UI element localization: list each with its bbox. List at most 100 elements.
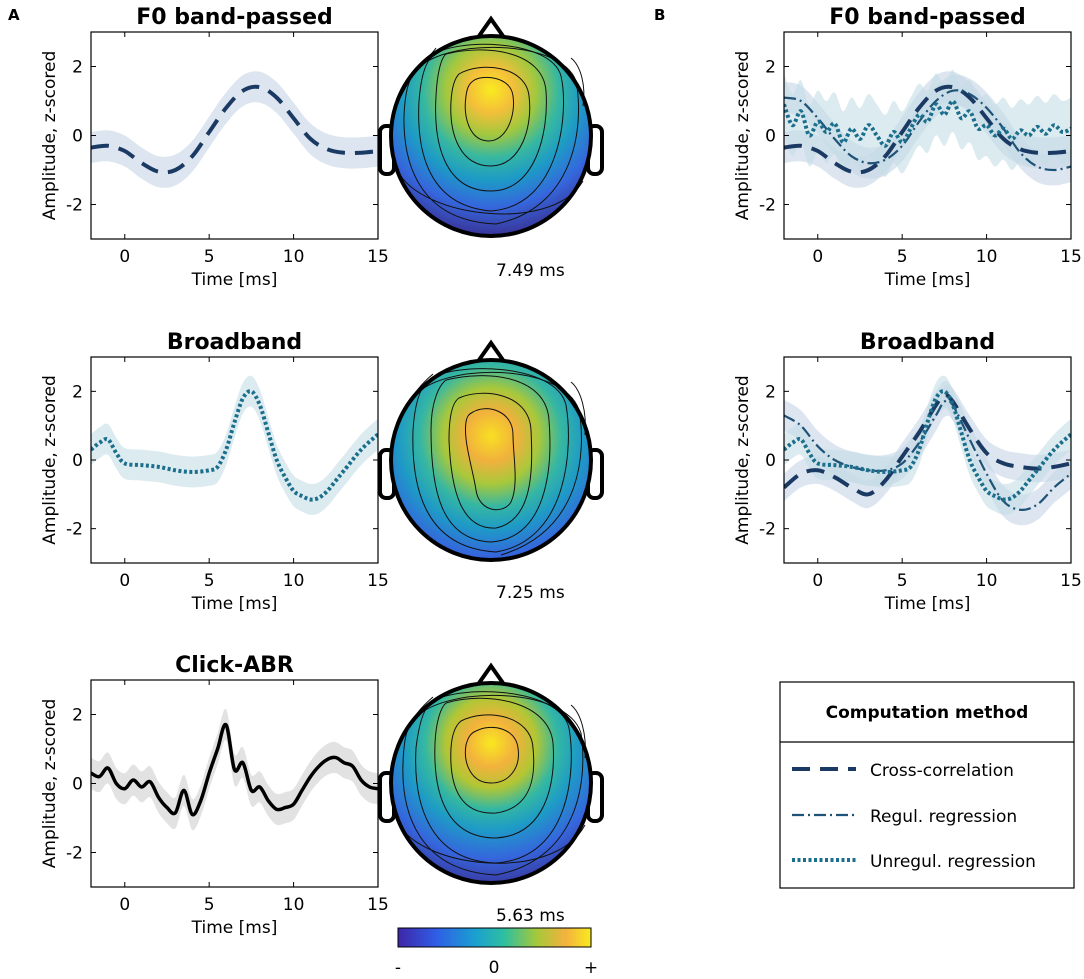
y-tick-label: -2: [66, 520, 83, 540]
colorbar-bar: [397, 927, 592, 948]
panel-label-b: B: [654, 6, 665, 24]
x-tick-label: 10: [976, 247, 998, 267]
x-tick-label: 15: [367, 247, 389, 267]
colorbar: - 0 +: [395, 927, 598, 978]
plot-area: [91, 375, 378, 515]
y-tick-label: 0: [72, 127, 83, 147]
x-tick-label: 15: [367, 895, 389, 915]
y-tick-label: 0: [765, 451, 776, 471]
series-line-cross: [784, 84, 1071, 175]
x-axis-label: Time [ms]: [191, 270, 278, 290]
x-tick-label: 10: [283, 247, 305, 267]
y-axis-label: Amplitude, z-scored: [733, 51, 753, 220]
series-line-cross: [784, 392, 1071, 497]
legend: Computation method Cross-correlation Reg…: [779, 681, 1075, 889]
x-tick-label: 5: [897, 247, 908, 267]
x-tick-label: 15: [1060, 247, 1082, 267]
topomap-latency-3: 5.63 ms: [496, 906, 565, 926]
colorbar-label-max: +: [584, 958, 598, 978]
series-line-click: [91, 722, 378, 817]
colorbar-label-min: -: [395, 958, 401, 978]
x-tick-label: 0: [119, 895, 130, 915]
x-tick-label: 10: [283, 571, 305, 591]
x-tick-label: 15: [367, 571, 389, 591]
legend-box: [779, 681, 1075, 889]
legend-label-cross-correlation: Cross-correlation: [870, 761, 1014, 781]
topomap-contours: [395, 43, 585, 225]
confidence-band-unregul: [784, 375, 1071, 515]
legend-label-regul-regression: Regul. regression: [870, 807, 1017, 827]
x-tick-label: 5: [897, 571, 908, 591]
x-tick-label: 5: [204, 895, 215, 915]
plot-area: [91, 71, 378, 188]
chart-title: Broadband: [167, 330, 302, 355]
y-tick-label: 2: [72, 58, 83, 78]
series-line-regul: [784, 89, 1071, 172]
y-tick-label: 2: [72, 382, 83, 402]
confidence-band-unregul: [91, 375, 378, 515]
topomap-fill: [391, 360, 591, 560]
y-tick-label: -2: [66, 844, 83, 864]
y-axis-label: Amplitude, z-scored: [733, 375, 753, 544]
plot-area: [784, 375, 1071, 526]
topomap-click-abr: [378, 662, 604, 885]
topomap-broadband: [378, 339, 604, 562]
legend-title: Computation method: [826, 703, 1029, 723]
head-outline: [389, 34, 593, 238]
chart-b-f0: F0 band-passed 0 5 10 15 -2 0 2 Time [ms] Amplitu…: [733, 5, 1082, 290]
x-axis-label: Time [ms]: [884, 594, 971, 614]
chart-title: F0 band-passed: [829, 5, 1026, 30]
y-tick-label: 2: [765, 382, 776, 402]
chart-b-broadband: Broadband 0 5 10 15 -2 0 2 Time [ms] Amplitude, z…: [733, 330, 1082, 614]
x-tick-label: 0: [812, 571, 823, 591]
topomap-f0: [378, 15, 604, 238]
series-line-regul: [784, 399, 1071, 512]
chart-a-broadband: Broadband 0 5 10 15 -2 0 2 Time [ms] Amplitude, z…: [40, 330, 389, 614]
chart-title: F0 band-passed: [136, 5, 333, 30]
nose-icon: [477, 15, 505, 38]
y-tick-label: 2: [72, 706, 83, 726]
panel-label-a: A: [8, 6, 20, 24]
nose-icon: [477, 662, 505, 685]
chart-a-click-abr: Click-ABR 0 5 10 15 -2 0 2 Time [ms] Amplitude, z…: [40, 653, 389, 938]
x-tick-label: 5: [204, 247, 215, 267]
y-tick-label: 0: [72, 775, 83, 795]
y-tick-label: 0: [72, 451, 83, 471]
y-tick-label: -2: [66, 196, 83, 216]
axes-frame: [90, 31, 379, 240]
plot-area: [784, 69, 1071, 188]
confidence-band-unregul: [784, 69, 1071, 177]
x-tick-label: 0: [119, 247, 130, 267]
y-tick-label: 2: [765, 58, 776, 78]
chart-title: Broadband: [860, 330, 995, 355]
series-line-cross: [91, 84, 378, 175]
y-tick-label: -2: [759, 520, 776, 540]
head-outline: [389, 681, 593, 885]
x-axis-label: Time [ms]: [884, 270, 971, 290]
x-tick-label: 5: [204, 571, 215, 591]
x-tick-label: 15: [1060, 571, 1082, 591]
y-axis-label: Amplitude, z-scored: [40, 375, 60, 544]
nose-icon: [477, 339, 505, 362]
x-tick-label: 10: [283, 895, 305, 915]
plot-area: [91, 708, 378, 831]
y-tick-label: -2: [759, 196, 776, 216]
x-tick-label: 0: [119, 571, 130, 591]
series-line-unregul: [784, 99, 1071, 148]
x-axis-label: Time [ms]: [191, 594, 278, 614]
legend-label-unregul-regression: Unregul. regression: [870, 852, 1036, 872]
x-tick-label: 0: [812, 247, 823, 267]
confidence-band-cross: [91, 71, 378, 188]
y-tick-label: 0: [765, 127, 776, 147]
topomap-latency-2: 7.25 ms: [496, 583, 565, 603]
chart-title: Click-ABR: [175, 653, 294, 678]
colorbar-label-mid: 0: [489, 958, 500, 978]
x-tick-label: 10: [976, 571, 998, 591]
y-axis-label: Amplitude, z-scored: [40, 51, 60, 220]
x-axis-label: Time [ms]: [191, 918, 278, 938]
topomap-latency-1: 7.49 ms: [496, 261, 565, 281]
y-axis-label: Amplitude, z-scored: [40, 699, 60, 868]
chart-a-f0: F0 band-passed 0 5 10 15 -2 0 2 Time [ms] Amplitu…: [40, 5, 389, 290]
topomap-fill: [391, 36, 591, 236]
